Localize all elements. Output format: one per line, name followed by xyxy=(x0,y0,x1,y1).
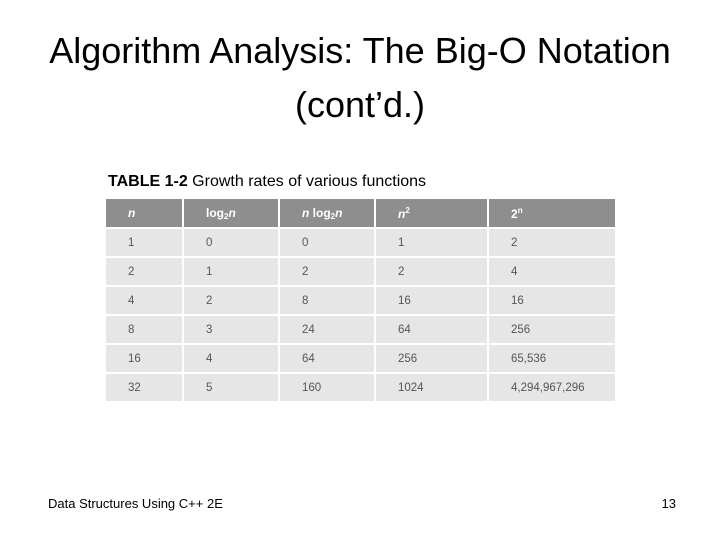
table-cell: 1 xyxy=(104,227,184,258)
table-row: 1 0 0 1 2 xyxy=(104,227,617,258)
table-cell: 160 xyxy=(278,372,376,403)
table-cell: 256 xyxy=(374,343,489,374)
slide-title-line-2: (cont’d.) xyxy=(294,84,426,125)
table-cell: 8 xyxy=(104,314,184,345)
header-nlog2n-var: n xyxy=(302,205,310,220)
table-cell: 1 xyxy=(374,227,489,258)
table-cell: 3 xyxy=(182,314,280,345)
slide-title-line-1: Algorithm Analysis: The Big-O Notation xyxy=(49,30,671,71)
footer-book-title: Data Structures Using C++ 2E xyxy=(48,496,223,511)
table-row: 16 4 64 256 65,536 xyxy=(104,343,617,374)
table-cell: 4 xyxy=(487,256,617,287)
header-nlog2n-log: log xyxy=(309,205,331,220)
slide-title: Algorithm Analysis: The Big-O Notation (… xyxy=(20,24,700,132)
table-cell: 64 xyxy=(278,343,376,374)
table-cell: 5 xyxy=(182,372,280,403)
header-n: n xyxy=(104,197,184,229)
table-cell: 4 xyxy=(182,343,280,374)
table-cell: 2 xyxy=(104,256,184,287)
table-cell: 0 xyxy=(278,227,376,258)
table-row: 4 2 8 16 16 xyxy=(104,285,617,316)
header-log2n-base: 2 xyxy=(224,211,229,221)
table-cell: 0 xyxy=(182,227,280,258)
table-cell: 65,536 xyxy=(487,343,617,374)
table-cell: 64 xyxy=(374,314,489,345)
header-log2n: log2n xyxy=(182,197,280,229)
table-cell: 32 xyxy=(104,372,184,403)
table-cell: 16 xyxy=(487,285,617,316)
header-n-squared-var: n xyxy=(398,206,406,221)
table-cell: 24 xyxy=(278,314,376,345)
table-cell: 256 xyxy=(487,314,617,345)
table-header-row: n log2n n log2n n2 2n xyxy=(104,197,617,229)
table-cell: 4 xyxy=(104,285,184,316)
header-n-var: n xyxy=(128,206,136,220)
table-cell: 16 xyxy=(374,285,489,316)
header-nlog2n: n log2n xyxy=(278,197,376,229)
table-cell: 1024 xyxy=(374,372,489,403)
table-caption: TABLE 1-2 Growth rates of various functi… xyxy=(108,172,426,192)
header-n-squared: n2 xyxy=(374,197,489,229)
header-log2n-var: n xyxy=(228,205,236,220)
table-cell: 8 xyxy=(278,285,376,316)
table-caption-text: Growth rates of various functions xyxy=(192,173,427,190)
table-cell: 16 xyxy=(104,343,184,374)
table-cell: 2 xyxy=(182,285,280,316)
table-cell: 1 xyxy=(182,256,280,287)
table-cell: 2 xyxy=(374,256,489,287)
header-nlog2n-base: 2 xyxy=(330,211,336,221)
table-row: 32 5 160 1024 4,294,967,296 xyxy=(104,372,617,403)
header-nlog2n-tail: n xyxy=(335,205,343,220)
header-log2n-log: log xyxy=(206,205,224,220)
header-2-power-n-base: 2 xyxy=(511,206,518,221)
header-2-power-n: 2n xyxy=(487,197,617,229)
slide-number: 13 xyxy=(661,496,676,511)
table-row: 8 3 24 64 256 xyxy=(104,314,617,345)
table-cell: 2 xyxy=(278,256,376,287)
table-row: 2 1 2 2 4 xyxy=(104,256,617,287)
table-cell: 4,294,967,296 xyxy=(487,372,617,403)
table-caption-tag: TABLE 1-2 xyxy=(108,173,188,190)
header-n-squared-exp: 2 xyxy=(405,205,410,215)
header-2-power-n-exp: n xyxy=(517,205,523,215)
growth-rates-table: n log2n n log2n n2 2n 1 0 0 1 2 2 1 2 2 … xyxy=(104,197,617,403)
table-cell: 2 xyxy=(487,227,617,258)
